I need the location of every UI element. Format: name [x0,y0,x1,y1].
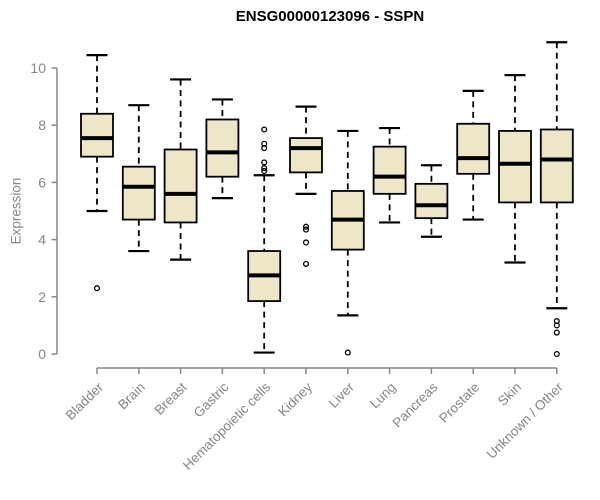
category-label-brain: Brain [115,380,148,413]
iqr-box [80,112,114,158]
outlier-point [261,145,268,152]
category-label-kidney: Kidney [275,379,315,419]
outlier-point [93,285,101,292]
outlier-point [553,322,560,329]
box-group-skin [498,74,532,264]
outlier-point [261,165,268,172]
y-tick-label: 4 [38,232,46,248]
category-label-unknown-other: Unknown / Other [484,379,567,462]
box-group-unknown-other [539,41,574,358]
iqr-box [121,165,156,221]
category-label-pancreas: Pancreas [390,379,441,430]
outlier-point [302,223,310,230]
outlier-point [261,126,268,133]
y-tick-label: 0 [38,346,46,362]
outlier-point [553,350,560,358]
y-tick-label: 10 [30,60,46,76]
outlier-point [302,226,310,233]
outlier-point [344,349,351,356]
category-label-gastric: Gastric [191,379,232,420]
category-label-liver: Liver [326,379,358,411]
chart-title: ENSG00000123096 - SSPN [235,8,425,25]
y-tick-label: 6 [38,174,46,190]
y-tick-label: 8 [38,117,46,133]
category-label-breast: Breast [152,379,190,417]
category-label-bladder: Bladder [63,379,107,423]
iqr-box [414,182,449,220]
box-group-bladder [80,54,114,292]
iqr-box [456,122,491,175]
outlier-point [261,167,268,175]
box-group-pancreas [414,164,449,238]
box-group-lung [372,126,407,224]
iqr-box [289,137,323,174]
outlier-point [261,159,268,166]
box-group-brain [121,104,156,253]
y-tick-label: 2 [38,289,46,305]
box-group-prostate [456,89,491,221]
box-group-gastric [205,98,240,200]
iqr-box [205,118,240,178]
iqr-box [539,128,574,204]
box-group-hematopoietic-cells [247,126,282,354]
box-group-breast [163,78,198,261]
outlier-point [553,329,560,336]
category-label-skin: Skin [495,380,524,409]
box-group-kidney [289,105,323,267]
category-label-prostate: Prostate [436,380,482,426]
iqr-box [372,145,407,195]
iqr-box [163,148,198,224]
box-group-liver [330,129,365,356]
category-label-lung: Lung [367,380,399,412]
outlier-point [302,239,310,246]
iqr-box [498,130,532,204]
outlier-point [302,260,310,267]
